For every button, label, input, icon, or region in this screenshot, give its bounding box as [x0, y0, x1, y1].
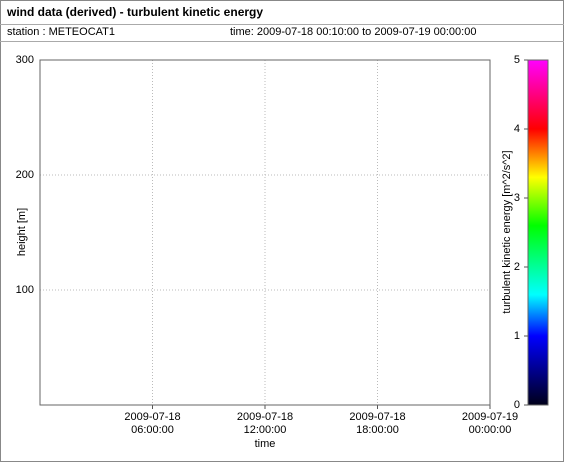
colorbar-tick-label: 1 [514, 330, 520, 342]
colorbar-label: turbulent kinetic energy [m^2/s^2] [501, 150, 513, 313]
x-tick-label: 2009-07-18 12:00:00 [236, 411, 294, 436]
colorbar-tick-label: 2 [514, 261, 520, 273]
y-tick-label: 300 [16, 54, 34, 66]
time-range: time: 2009-07-18 00:10:00 to 2009-07-19 … [230, 26, 476, 38]
y-axis-label: height [m] [16, 208, 28, 256]
colorbar-tick-label: 4 [514, 123, 520, 135]
x-tick-label: 2009-07-18 06:00:00 [124, 411, 181, 436]
y-tick-label: 200 [16, 169, 34, 181]
colorbar-tick-label: 3 [514, 192, 520, 204]
x-axis-label: time [255, 438, 276, 450]
x-tick-label: 2009-07-19 00:00:00 [461, 411, 519, 436]
station: station : METEOCAT1 [7, 26, 115, 38]
y-tick-label: 100 [16, 284, 34, 296]
colorbar-tick-label: 0 [514, 399, 520, 411]
x-tick-label: 2009-07-18 18:00:00 [349, 411, 406, 436]
chart-title: wind data (derived) - turbulent kinetic … [6, 5, 263, 19]
plot-border [39, 59, 491, 406]
colorbar [527, 59, 549, 406]
colorbar-tick-label: 5 [514, 54, 520, 66]
